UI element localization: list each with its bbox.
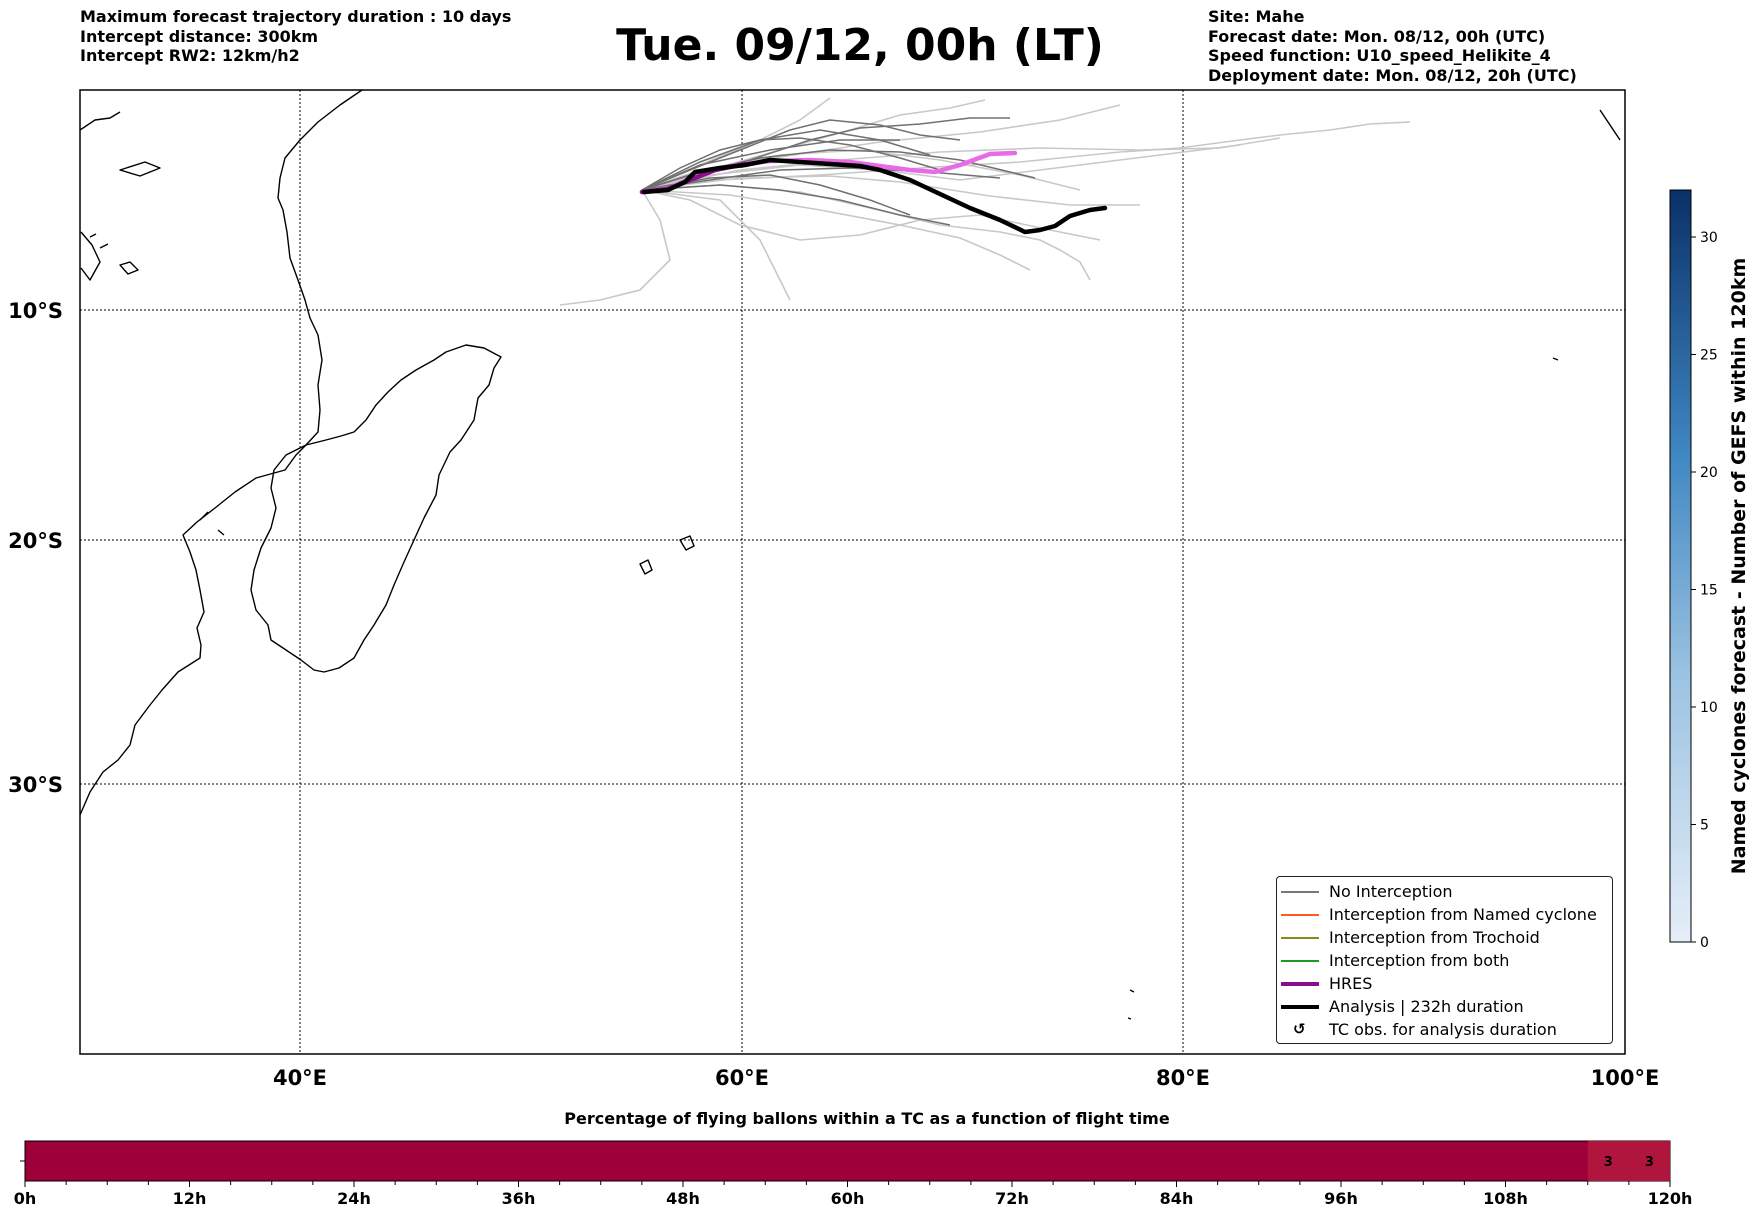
small-island-1 bbox=[1552, 357, 1559, 361]
time-bar-tick-label: 60h bbox=[831, 1189, 865, 1208]
arabia-tip bbox=[80, 111, 121, 131]
time-bar-tick-label: 48h bbox=[666, 1189, 700, 1208]
forecast-parameters: Maximum forecast trajectory duration : 1… bbox=[80, 7, 511, 66]
africa-coastline bbox=[80, 90, 363, 816]
lon-tick-label: 80°E bbox=[1156, 1066, 1210, 1090]
map-gridlines bbox=[80, 90, 1625, 1054]
legend-swatch bbox=[1281, 891, 1319, 893]
legend-item-trochoid: Interception from Trochoid bbox=[1277, 926, 1612, 949]
info-line-site: Site: Mahe bbox=[1208, 7, 1305, 26]
coastlines bbox=[80, 90, 1621, 1020]
legend-item-both: Interception from both bbox=[1277, 949, 1612, 972]
time-bar: Percentage of flying ballons within a TC… bbox=[14, 1109, 1693, 1208]
lat-tick-label: 30°S bbox=[8, 773, 63, 797]
tc-obs-icon: ↺ bbox=[1293, 1020, 1306, 1038]
legend-label: Analysis | 232h duration bbox=[1329, 997, 1524, 1016]
colorbar-tick-label: 25 bbox=[1700, 348, 1718, 364]
mozambique-channel-coast bbox=[80, 231, 101, 281]
colorbar-tick-label: 30 bbox=[1700, 230, 1718, 246]
legend-item-no-interception: No Interception bbox=[1277, 880, 1612, 903]
time-bar-segment-value: 3 bbox=[1604, 1155, 1613, 1170]
legend-label: Interception from both bbox=[1329, 951, 1510, 970]
small-island-3 bbox=[1127, 1017, 1132, 1020]
time-bar-ticks: 0h 12h 24h 36h 48h 60h 72h 84h 96h 108h 120h bbox=[14, 1181, 1693, 1208]
legend-item-hres: HRES bbox=[1277, 972, 1612, 995]
time-bar-segment bbox=[1628, 1141, 1670, 1181]
legend-item-named-cyclone: Interception from Named cyclone bbox=[1277, 903, 1612, 926]
time-bar-tick-label: 120h bbox=[1648, 1189, 1693, 1208]
info-line-duration: Maximum forecast trajectory duration : 1… bbox=[80, 7, 512, 26]
lon-tick-label: 100°E bbox=[1591, 1066, 1660, 1090]
time-bar-tick-label: 96h bbox=[1324, 1189, 1358, 1208]
colorbar-label: Named cyclones forecast - Number of GEFS… bbox=[1728, 258, 1750, 875]
seychelles-isles bbox=[89, 233, 139, 275]
lon-tick-label: 40°E bbox=[273, 1066, 327, 1090]
legend-item-analysis: Analysis | 232h duration bbox=[1277, 995, 1612, 1018]
colorbar-tick-label: 0 bbox=[1700, 935, 1709, 951]
lat-tick-label: 20°S bbox=[8, 529, 63, 553]
socotra bbox=[119, 161, 161, 177]
time-bar-base bbox=[24, 1140, 1671, 1182]
analysis-trajectory bbox=[641, 157, 1108, 235]
legend-label: TC obs. for analysis duration bbox=[1329, 1020, 1557, 1039]
legend: No Interception Interception from Named … bbox=[1276, 876, 1613, 1044]
time-bar-tick-label: 12h bbox=[173, 1189, 207, 1208]
info-line-intercept-rw2: Intercept RW2: 12km/h2 bbox=[80, 46, 300, 65]
ensemble-trajectories-dark bbox=[641, 117, 1036, 226]
legend-label: Interception from Named cyclone bbox=[1329, 905, 1597, 924]
time-bar-tick-label: 84h bbox=[1160, 1189, 1194, 1208]
info-line-speed-function: Speed function: U10_speed_Helikite_4 bbox=[1208, 46, 1551, 65]
time-bar-tick-label: 0h bbox=[14, 1189, 37, 1208]
legend-label: HRES bbox=[1329, 974, 1373, 993]
map-content bbox=[80, 90, 1625, 1054]
legend-swatch bbox=[1281, 982, 1319, 986]
colorbar-tick-label: 20 bbox=[1700, 465, 1718, 481]
lat-tick-label: 10°S bbox=[8, 299, 63, 323]
legend-item-tc-obs: ↺ TC obs. for analysis duration bbox=[1277, 1018, 1612, 1041]
small-island-4 bbox=[1599, 109, 1621, 141]
colorbar-tick-label: 5 bbox=[1700, 818, 1709, 834]
colorbar-ticks: 0 5 10 15 20 25 30 bbox=[1691, 230, 1718, 951]
madagascar bbox=[250, 344, 502, 673]
time-bar-tick-label: 36h bbox=[502, 1189, 536, 1208]
lon-tick-label: 60°E bbox=[715, 1066, 769, 1090]
time-bar-segment bbox=[1587, 1141, 1629, 1181]
time-bar-title: Percentage of flying ballons within a TC… bbox=[564, 1109, 1170, 1128]
site-parameters: Site: Mahe Forecast date: Mon. 08/12, 00… bbox=[1208, 7, 1577, 85]
legend-label: Interception from Trochoid bbox=[1329, 928, 1540, 947]
comoros bbox=[199, 511, 225, 536]
map-axis-labels: 40°E 60°E 80°E 100°E 10°S 20°S 30°S bbox=[8, 299, 1659, 1090]
time-bar-tick-label: 72h bbox=[995, 1189, 1029, 1208]
legend-swatch bbox=[1281, 914, 1319, 916]
time-bar-segment-value: 3 bbox=[1645, 1155, 1654, 1170]
time-bar-tick-label: 108h bbox=[1483, 1189, 1528, 1208]
colorbar: 0 5 10 15 20 25 30 Named cyclones forecast - N… bbox=[1669, 189, 1750, 951]
legend-swatch bbox=[1281, 1005, 1319, 1009]
colorbar-tick-label: 10 bbox=[1700, 700, 1718, 716]
colorbar-gradient bbox=[1669, 189, 1692, 943]
page-title: Tue. 09/12, 00h (LT) bbox=[616, 20, 1104, 71]
time-bar-tick-label: 24h bbox=[337, 1189, 371, 1208]
reunion bbox=[679, 535, 695, 551]
info-line-forecast-date: Forecast date: Mon. 08/12, 00h (UTC) bbox=[1208, 26, 1546, 46]
colorbar-tick-label: 15 bbox=[1700, 583, 1718, 599]
info-line-intercept-distance: Intercept distance: 300km bbox=[80, 26, 319, 46]
info-line-deployment-date: Deployment date: Mon. 08/12, 20h (UTC) bbox=[1208, 65, 1577, 85]
legend-swatch bbox=[1281, 937, 1319, 939]
legend-swatch bbox=[1281, 960, 1319, 962]
mauritius bbox=[639, 559, 653, 575]
small-island-2 bbox=[1129, 989, 1135, 993]
legend-label: No Interception bbox=[1329, 882, 1453, 901]
